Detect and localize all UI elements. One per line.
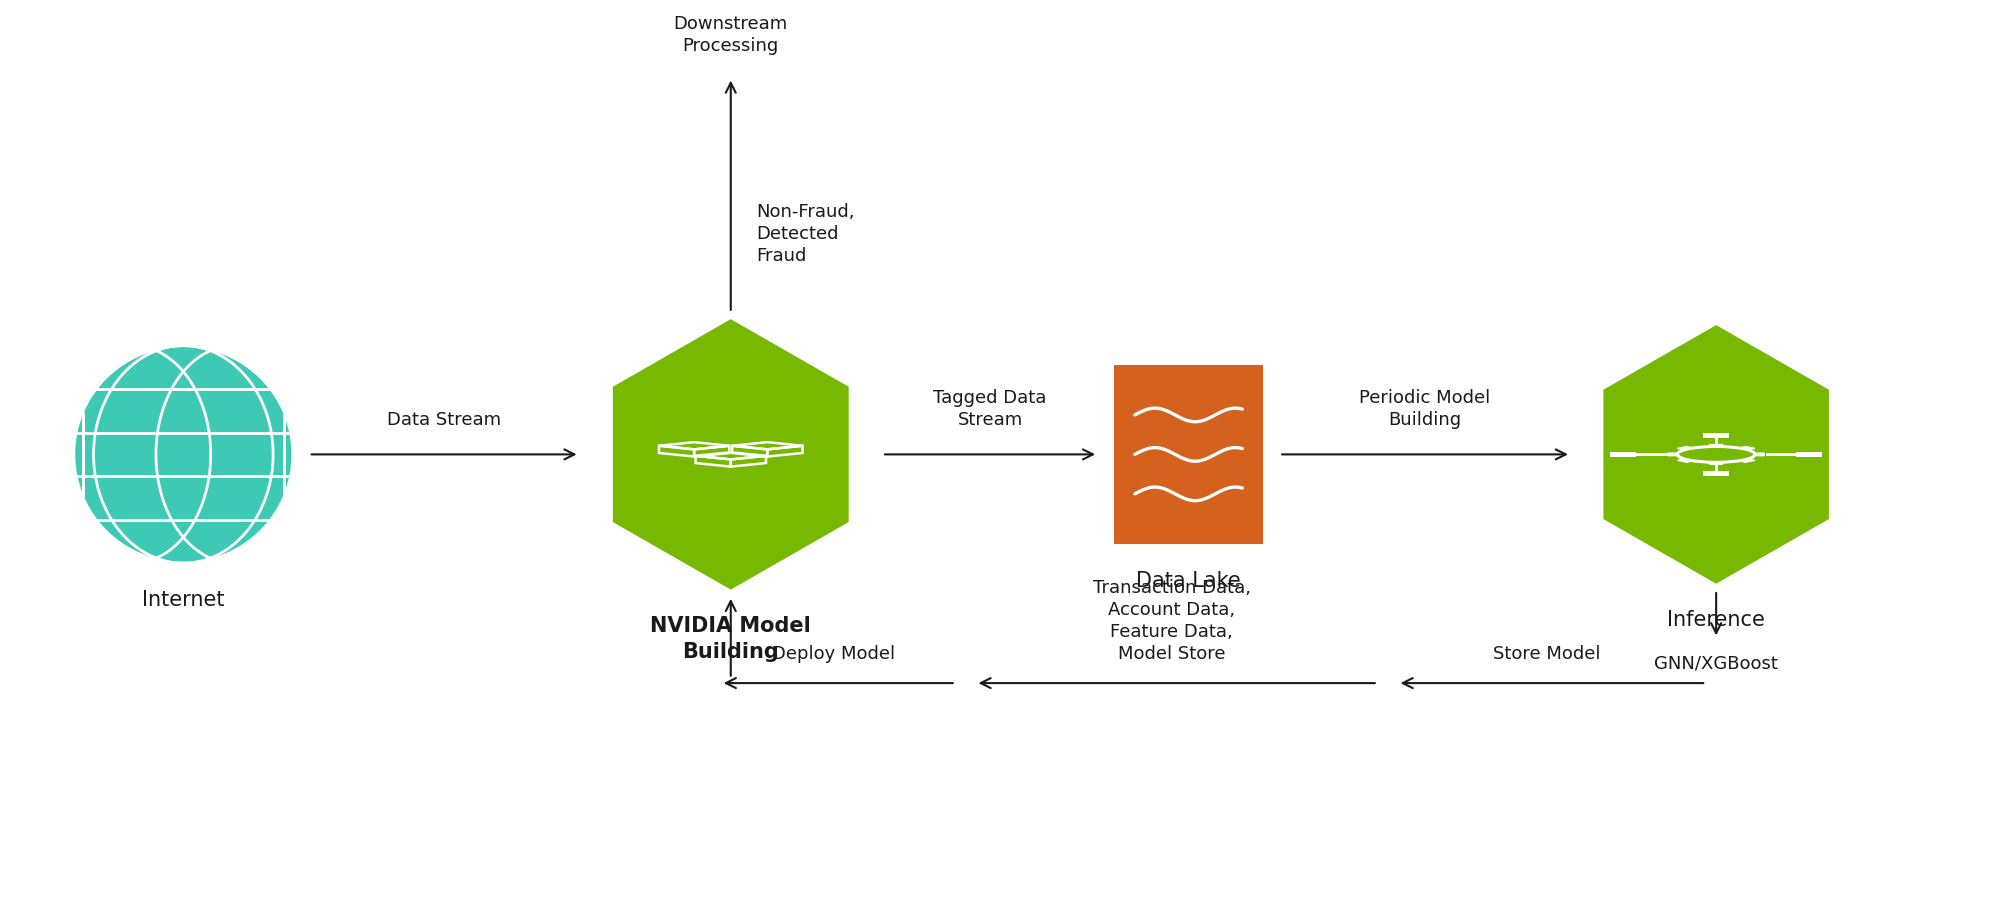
Text: Transaction Data,
Account Data,
Feature Data,
Model Store: Transaction Data, Account Data, Feature … <box>1093 579 1251 663</box>
Polygon shape <box>1676 446 1692 450</box>
Text: NVIDIA Model
Building: NVIDIA Model Building <box>649 616 811 662</box>
Text: Data Stream: Data Stream <box>388 411 501 429</box>
Text: Deploy Model: Deploy Model <box>771 646 895 663</box>
Polygon shape <box>1754 453 1764 456</box>
Ellipse shape <box>74 346 292 563</box>
Text: Non-Fraud,
Detected
Fraud: Non-Fraud, Detected Fraud <box>757 203 855 265</box>
Ellipse shape <box>1698 451 1732 458</box>
Text: Data Lake: Data Lake <box>1135 571 1241 591</box>
Polygon shape <box>1708 444 1722 446</box>
Bar <box>1702 433 1728 438</box>
Polygon shape <box>1708 463 1722 464</box>
Polygon shape <box>1666 453 1676 456</box>
Text: Tagged Data
Stream: Tagged Data Stream <box>933 389 1047 429</box>
Text: Inference: Inference <box>1666 610 1764 629</box>
Polygon shape <box>613 320 847 589</box>
Text: Periodic Model
Building: Periodic Model Building <box>1359 389 1491 429</box>
Bar <box>1796 452 1822 457</box>
Polygon shape <box>1676 459 1692 463</box>
Text: Store Model: Store Model <box>1493 646 1600 663</box>
Polygon shape <box>1738 446 1754 450</box>
Bar <box>1702 471 1728 476</box>
Bar <box>1113 365 1263 544</box>
Bar <box>1608 452 1634 457</box>
Text: Downstream
Processing: Downstream Processing <box>673 15 787 55</box>
Text: Internet: Internet <box>142 590 224 610</box>
Polygon shape <box>1738 459 1754 463</box>
Text: GNN/XGBoost: GNN/XGBoost <box>1654 654 1776 672</box>
Polygon shape <box>1602 326 1828 583</box>
